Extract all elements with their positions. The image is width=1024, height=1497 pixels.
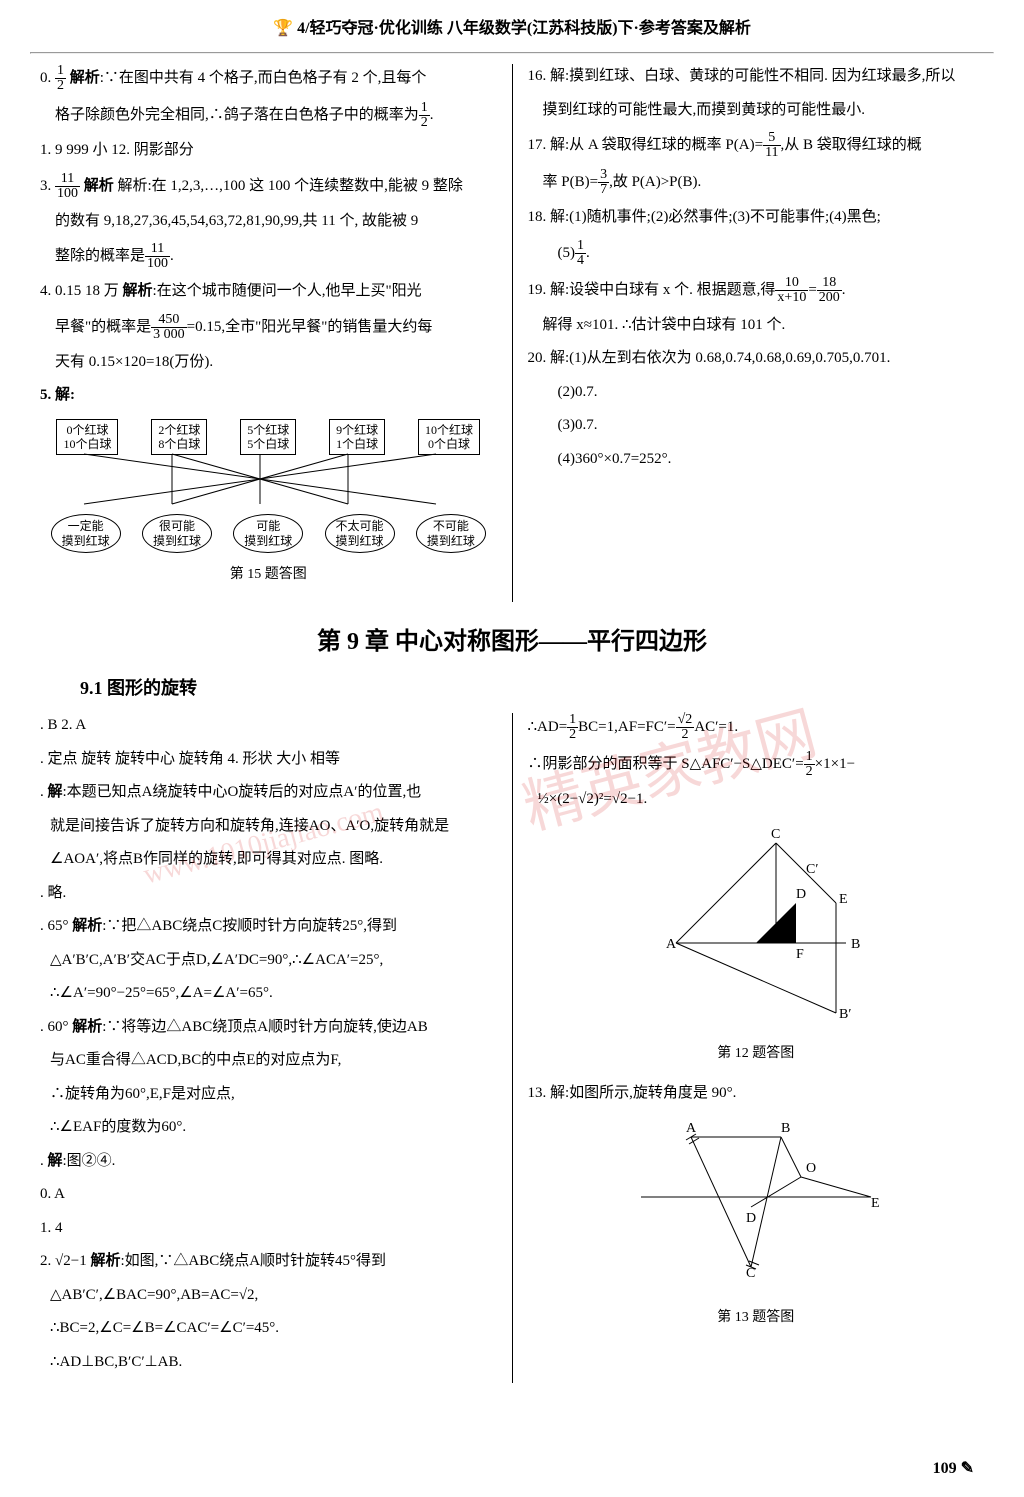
caption-15: 第 15 题答图 [40, 563, 497, 587]
ll-3b: 就是间接告诉了旋转方向和旋转角,连接AO、A′O,旋转角就是 [40, 814, 497, 840]
ll-9: 1. 4 [40, 1216, 497, 1242]
ll-10: 2. √2−1 解析:如图,∵△ABC绕点A顺时针旋转45°得到 [40, 1249, 497, 1275]
item-0: 0. 12 解析:∵在图中共有 4 个格子,而白色格子有 2 个,且每个 [40, 64, 497, 93]
fig-13: A B O C D E [528, 1117, 985, 1297]
ll-6c: ∴旋转角为60°,E,F是对应点, [40, 1082, 497, 1108]
item-16: 16. 解:摸到红球、白球、黄球的可能性不相同. 因为红球最多,所以 [528, 64, 985, 90]
ll-1: . B 2. A [40, 713, 497, 739]
svg-text:B: B [781, 1121, 790, 1136]
lr-2: ∴阴影部分的面积等于 S△AFC′−S△DEC′=12×1×1− [528, 750, 985, 779]
fig-12-svg: A C C′ D E F B B′ [646, 823, 866, 1023]
item-3c: 整除的概率是11100. [40, 242, 497, 271]
left-column: 0. 12 解析:∵在图中共有 4 个格子,而白色格子有 2 个,且每个 格子除… [30, 64, 513, 602]
caption-12: 第 12 题答图 [528, 1042, 985, 1066]
lr-13: 13. 解:如图所示,旋转角度是 90°. [528, 1081, 985, 1107]
lr-1: ∴AD=12BC=1,AF=FC′=√22AC′=1. [528, 713, 985, 742]
item-19b: 解得 x≈101. ∴估计袋中白球有 101 个. [528, 313, 985, 339]
ll-6d: ∴∠EAF的度数为60°. [40, 1115, 497, 1141]
ll-10d: ∴AD⊥BC,B′C′⊥AB. [40, 1350, 497, 1376]
item-20: 20. 解:(1)从左到右依次为 0.68,0.74,0.68,0.69,0.7… [528, 346, 985, 372]
q5-oval: 很可能摸到红球 [142, 514, 212, 553]
lr-3: ½×(2−√2)²=√2−1. [528, 787, 985, 813]
lower-right-column: ∴AD=12BC=1,AF=FC′=√22AC′=1. ∴阴影部分的面积等于 S… [513, 713, 995, 1383]
item-18b: (5)14. [528, 239, 985, 268]
lower-content: . B 2. A . 定点 旋转 旋转中心 旋转角 4. 形状 大小 相等 . … [0, 713, 1024, 1383]
item-19: 19. 解:设袋中白球有 x 个. 根据题意,得10x+10=18200. [528, 276, 985, 305]
caption-13: 第 13 题答图 [528, 1306, 985, 1330]
ll-6b: 与AC重合得△ACD,BC的中点E的对应点为F, [40, 1048, 497, 1074]
q5-oval: 不太可能摸到红球 [325, 514, 395, 553]
svg-text:A: A [686, 1121, 697, 1136]
svg-text:C: C [771, 827, 780, 842]
ll-8: 0. A [40, 1182, 497, 1208]
section-title: 9.1 图形的旋转 [0, 673, 1024, 704]
q5-diagram: 0个红球10个白球2个红球8个白球5个红球5个白球9个红球1个白球10个红球0个… [40, 419, 497, 554]
item-20d: (4)360°×0.7=252°. [528, 447, 985, 473]
svg-text:O: O [806, 1161, 816, 1176]
item-3: 3. 11100 解析 解析:在 1,2,3,…,100 这 100 个连续整数… [40, 172, 497, 201]
svg-text:A: A [666, 937, 677, 952]
ll-5: . 65° 解析:∵把△ABC绕点C按顺时针方向旋转25°,得到 [40, 914, 497, 940]
item-5: 5. 解: [40, 383, 497, 409]
page-header: 🏆 4/轻巧夺冠·优化训练 八年级数学(江苏科技版)下·参考答案及解析 [0, 0, 1024, 52]
q5-oval: 不可能摸到红球 [416, 514, 486, 553]
ll-3c: ∠AOA′,将点B作同样的旋转,即可得其对应点. 图略. [40, 847, 497, 873]
ll-5c: ∴∠A′=90°−25°=65°,∠A=∠A′=65°. [40, 981, 497, 1007]
ll-6: . 60° 解析:∵将等边△ABC绕顶点A顺时针方向旋转,使边AB [40, 1015, 497, 1041]
item-4b: 早餐"的概率是4503 000=0.15,全市"阳光早餐"的销售量大约每 [40, 313, 497, 342]
ll-7: . 解:图②④. [40, 1149, 497, 1175]
svg-text:D: D [796, 887, 806, 902]
right-column: 16. 解:摸到红球、白球、黄球的可能性不相同. 因为红球最多,所以 摸到红球的… [513, 64, 995, 602]
item-20b: (2)0.7. [528, 380, 985, 406]
ll-3: . 解:本题已知点A绕旋转中心O旋转后的对应点A′的位置,也 [40, 780, 497, 806]
svg-text:B: B [851, 937, 860, 952]
fig-12: A C C′ D E F B B′ [528, 823, 985, 1033]
q5-oval: 可能摸到红球 [233, 514, 303, 553]
item-1: 1. 9 999 小 12. 阴影部分 [40, 138, 497, 164]
header-brand-pre: 4/ [297, 20, 309, 37]
q5-connections [40, 449, 480, 509]
item-16b: 摸到红球的可能性最大,而摸到黄球的可能性最小. [528, 98, 985, 124]
ll-10b: △AB′C′,∠BAC=90°,AB=AC=√2, [40, 1283, 497, 1309]
upper-content: 0. 12 解析:∵在图中共有 4 个格子,而白色格子有 2 个,且每个 格子除… [0, 64, 1024, 602]
header-brand: 轻巧夺冠·优化训练 [310, 20, 443, 37]
q5-ovals-row: 一定能摸到红球很可能摸到红球可能摸到红球不太可能摸到红球不可能摸到红球 [40, 514, 497, 553]
ll-4: . 略. [40, 881, 497, 907]
svg-text:C′: C′ [806, 862, 818, 877]
header-subject: 八年级数学(江苏科技版)下·参考答案及解析 [447, 20, 751, 37]
item-3b: 的数有 9,18,27,36,45,54,63,72,81,90,99,共 11… [40, 209, 497, 235]
svg-text:D: D [746, 1211, 756, 1226]
fig-13-svg: A B O C D E [631, 1117, 881, 1287]
item-4: 4. 0.15 18 万 解析:在这个城市随便问一个人,他早上买"阳光 [40, 279, 497, 305]
q5-oval: 一定能摸到红球 [51, 514, 121, 553]
item-4c: 天有 0.15×120=18(万份). [40, 350, 497, 376]
item-17b: 率 P(B)=37,故 P(A)>P(B). [528, 168, 985, 197]
page-number: 109 ✎ [933, 1455, 974, 1482]
svg-text:B′: B′ [839, 1007, 851, 1022]
item-18: 18. 解:(1)随机事件;(2)必然事件;(3)不可能事件;(4)黑色; [528, 205, 985, 231]
header-logo: 🏆 [273, 20, 293, 37]
chapter-title: 第 9 章 中心对称图形——平行四边形 [0, 622, 1024, 663]
item-0b: 格子除颜色外完全相同,∴鸽子落在白色格子中的概率为12. [40, 101, 497, 130]
lower-left-column: . B 2. A . 定点 旋转 旋转中心 旋转角 4. 形状 大小 相等 . … [30, 713, 513, 1383]
item-17: 17. 解:从 A 袋取得红球的概率 P(A)=511,从 B 袋取得红球的概 [528, 131, 985, 160]
ll-5b: △A′B′C,A′B′交AC于点D,∠A′DC=90°,∴∠ACA′=25°, [40, 948, 497, 974]
ll-2: . 定点 旋转 旋转中心 旋转角 4. 形状 大小 相等 [40, 747, 497, 773]
ll-10c: ∴BC=2,∠C=∠B=∠CAC′=∠C′=45°. [40, 1316, 497, 1342]
item-20c: (3)0.7. [528, 413, 985, 439]
svg-text:F: F [796, 947, 804, 962]
svg-text:E: E [839, 892, 848, 907]
svg-text:E: E [871, 1196, 880, 1211]
